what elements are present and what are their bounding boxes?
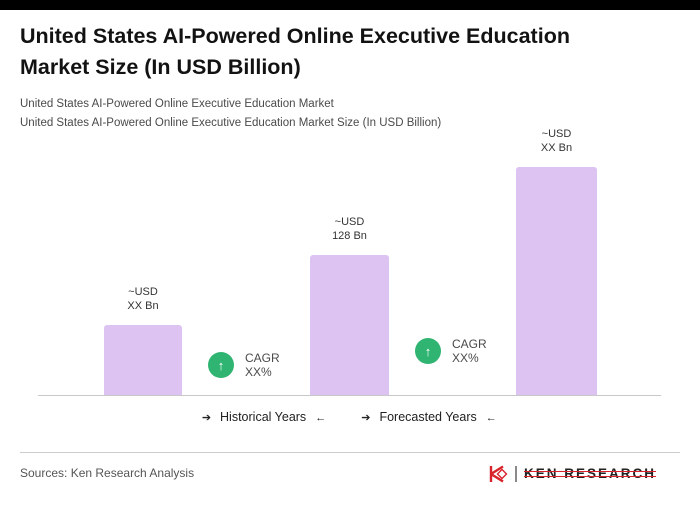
logo-text: KEN RESEARCH [523, 463, 656, 485]
up-arrow-icon: ↑ [217, 357, 225, 373]
bar [516, 167, 597, 395]
left-arrow-icon: ← [485, 412, 497, 424]
left-arrow-icon: ← [315, 412, 327, 424]
axis-label-text: Forecasted Years [379, 410, 477, 424]
bar-chart: ~USD XX Bn ~USD 128 Bn ~USD XX Bn ↑ [0, 120, 700, 396]
x-axis-line [38, 395, 661, 396]
cagr-text: CAGR XX% [245, 351, 280, 379]
logo-divider [515, 466, 517, 482]
chart-subtitle-size: United States AI-Powered Online Executiv… [20, 117, 442, 129]
top-bar [0, 0, 700, 10]
bar-value-line2: XX Bn [127, 300, 159, 312]
bar-value-label: ~USD XX Bn [541, 127, 572, 155]
bar [104, 325, 182, 395]
cagr-value: XX% [452, 351, 479, 365]
cagr-label: CAGR [245, 351, 280, 365]
right-arrow-icon: ➔ [201, 412, 212, 424]
bar-group-historical: ~USD XX Bn [104, 285, 182, 395]
logo-wordmark: KEN RESEARCH [523, 466, 656, 481]
bar-group-forecasted: ~USD XX Bn [516, 127, 597, 395]
bar-value-label: ~USD 128 Bn [332, 215, 367, 243]
cagr-text: CAGR XX% [452, 337, 487, 365]
cagr-badge-1: ↑ CAGR XX% [208, 351, 280, 379]
cagr-circle: ↑ [208, 352, 234, 378]
bar-value-line1: ~USD [128, 286, 158, 298]
bar-value-line1: ~USD [541, 128, 572, 140]
right-arrow-icon: ➔ [361, 412, 371, 424]
chart-subtitle-market: United States AI-Powered Online Executiv… [20, 98, 334, 110]
bar-value-line2: XX Bn [540, 142, 573, 154]
cagr-value: XX% [245, 365, 272, 379]
bar-group-current: ~USD 128 Bn [310, 215, 389, 395]
logo-k-icon [490, 465, 508, 483]
up-arrow-icon: ↑ [424, 343, 432, 359]
footer-divider [20, 452, 680, 453]
axis-label-text: Historical Years [220, 410, 307, 424]
cagr-badge-2: ↑ CAGR XX% [415, 337, 487, 365]
bar-value-line1: ~USD [334, 216, 365, 228]
page-title: United States AI-Powered Online Executiv… [20, 24, 570, 79]
bar-value-label: ~USD XX Bn [127, 285, 158, 313]
axis-label-forecasted: ➔ Forecasted Years ← [361, 410, 497, 424]
cagr-label: CAGR [452, 337, 487, 351]
bar-value-line2: 128 Bn [332, 230, 367, 242]
ken-research-logo: KEN RESEARCH [487, 463, 656, 485]
bar [310, 255, 389, 395]
sources-text: Sources: Ken Research Analysis [20, 466, 195, 480]
cagr-circle: ↑ [415, 338, 441, 364]
axis-label-historical: ➔ Historical Years ← [202, 410, 326, 424]
